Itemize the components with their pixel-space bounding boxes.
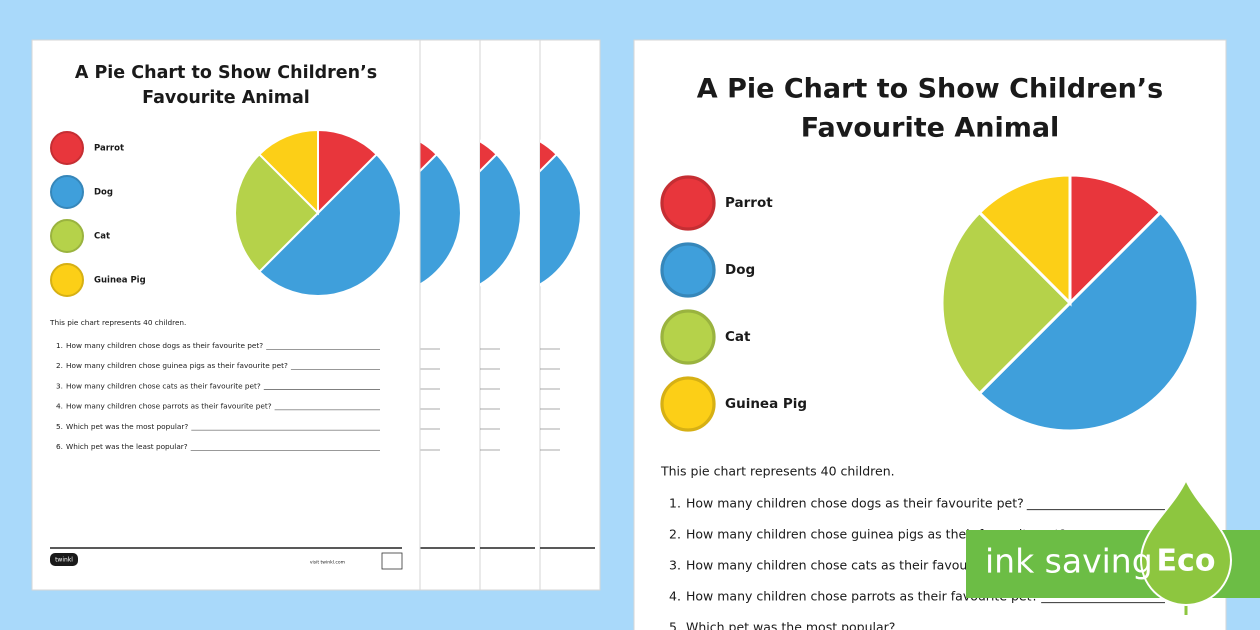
back-pie xyxy=(540,139,583,287)
pie-slice xyxy=(940,210,1073,396)
question-number: 6. xyxy=(56,442,63,451)
back-lines xyxy=(420,348,440,451)
legend-swatch xyxy=(660,309,716,365)
badge-text: ink saving xyxy=(985,542,1153,581)
question-text: How many children chose guinea pigs as t… xyxy=(66,361,288,370)
footer-logo: twinkl xyxy=(55,557,73,564)
front-sheet xyxy=(31,39,421,591)
pie-slice xyxy=(317,128,379,216)
pie-slice xyxy=(420,140,439,173)
legend-label: Parrot xyxy=(94,144,124,154)
badge-label: Eco xyxy=(1157,544,1216,579)
question-number: 3. xyxy=(56,381,63,390)
question-number: 4. xyxy=(669,589,681,604)
legend-label: Cat xyxy=(725,329,751,345)
question-text: How many children chose parrots as their… xyxy=(686,589,1038,604)
question-number: 4. xyxy=(56,402,63,411)
sheet-title: A Pie Chart to Show Children’s xyxy=(75,63,377,83)
question-text: How many children chose dogs as their fa… xyxy=(686,496,1024,511)
legend-label: Parrot xyxy=(725,195,773,211)
question-number: 1. xyxy=(669,496,681,511)
pie-slice xyxy=(540,140,559,173)
back-sheets xyxy=(419,39,601,591)
question-text: How many children chose dogs as their fa… xyxy=(66,341,263,350)
pie-slice xyxy=(977,210,1200,433)
question-text: How many children chose parrots as their… xyxy=(66,402,272,411)
question-text: Which pet was the most popular? xyxy=(66,422,188,431)
legend-swatch xyxy=(50,263,84,297)
question-number: 5. xyxy=(669,620,681,630)
question-text: Which pet was the most popular? xyxy=(686,620,895,630)
pie-slice xyxy=(257,152,402,297)
pie-slice xyxy=(540,152,582,286)
question-number: 2. xyxy=(669,527,681,542)
legend-swatch xyxy=(660,242,716,298)
question-text: How many children chose cats as their fa… xyxy=(66,381,261,390)
question-number: 5. xyxy=(56,422,63,431)
question-number: 1. xyxy=(56,341,63,350)
pie-slice xyxy=(480,140,499,173)
legend-label: Cat xyxy=(94,232,110,242)
pie-slice xyxy=(977,173,1072,307)
back-sheet xyxy=(419,39,481,591)
eco-badge: ink saving Eco xyxy=(966,477,1260,615)
leaf-drop xyxy=(1139,477,1233,606)
pie-slice xyxy=(234,152,320,274)
back-pie xyxy=(420,139,463,287)
pie-slice xyxy=(257,128,319,216)
sheet-title: Favourite Animal xyxy=(142,88,310,108)
legend-label: Dog xyxy=(725,262,755,278)
legend-label: Guinea Pig xyxy=(725,396,807,412)
question-number: 2. xyxy=(56,361,63,370)
legend-swatch xyxy=(660,175,716,231)
footer-badge xyxy=(381,552,403,570)
legend-swatch xyxy=(50,175,84,209)
intro: This pie chart represents 40 children. xyxy=(660,464,895,479)
footer-site: visit twinkl.com xyxy=(310,560,345,566)
legend-label: Guinea Pig xyxy=(94,276,146,286)
legend-swatch xyxy=(660,376,716,432)
pie-outline xyxy=(940,173,1200,433)
logo-box xyxy=(50,553,78,566)
legend-swatch xyxy=(50,219,84,253)
pie-slice xyxy=(480,152,522,286)
question-text: How many children chose cats as their fa… xyxy=(686,558,1020,573)
legend-swatch xyxy=(50,131,84,165)
pie-slice xyxy=(420,152,462,286)
legend-label: Dog xyxy=(94,188,113,198)
question-text: Which pet was the least popular? xyxy=(66,442,188,451)
pie-slice xyxy=(1068,173,1163,307)
question-number: 3. xyxy=(669,558,681,573)
sheet-title: Favourite Animal xyxy=(801,113,1060,144)
intro: This pie chart represents 40 children. xyxy=(49,318,186,327)
back-pie xyxy=(480,139,523,287)
pie-outline xyxy=(540,139,583,287)
pie-outline xyxy=(420,139,463,287)
pie-outline xyxy=(480,139,523,287)
back-lines xyxy=(480,348,500,451)
sheet-title: A Pie Chart to Show Children’s xyxy=(697,74,1163,105)
pie-outline xyxy=(233,128,403,298)
